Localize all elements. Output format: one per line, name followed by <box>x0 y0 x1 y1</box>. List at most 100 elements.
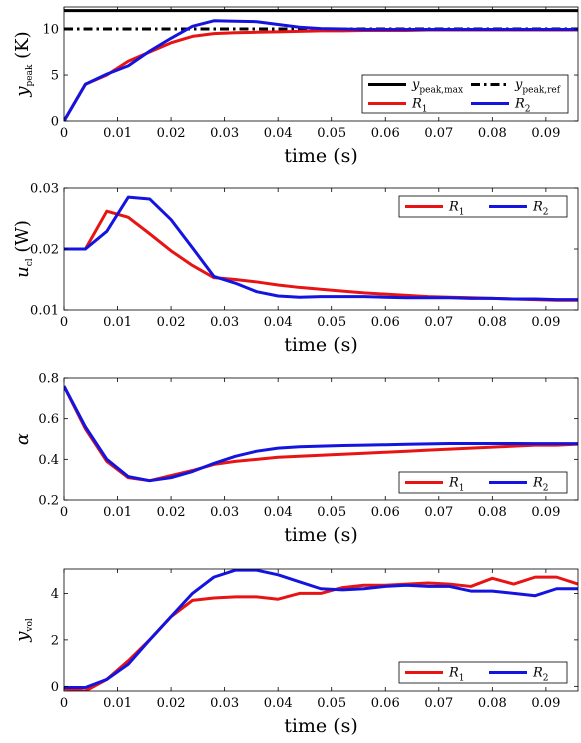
x-tick-label: 0.07 <box>424 315 453 330</box>
y-tick-label: 4 <box>51 587 59 602</box>
svg-text:R1: R1 <box>448 476 465 494</box>
series-line-1 <box>64 385 578 483</box>
y-tick-label: 0.8 <box>38 372 59 387</box>
x-axis-label: time (s) <box>284 145 358 167</box>
x-tick-label: 0.09 <box>531 315 560 330</box>
x-tick-label: 0.02 <box>157 126 186 141</box>
legend: ypeak,maxy_peak,maxR1R_1 ypeak,refy_peak,… <box>361 74 569 115</box>
x-tick-label: 0.02 <box>157 505 186 520</box>
x-tick-label: 0.03 <box>210 696 239 711</box>
legend-entry: R2R_2 <box>532 666 549 684</box>
x-tick-label: 0.01 <box>103 126 132 141</box>
x-tick-label: 0.07 <box>424 696 453 711</box>
y-tick-label: 10 <box>42 23 59 38</box>
svg-text:R1: R1 <box>448 666 465 684</box>
x-tick-label: 0.08 <box>478 126 507 141</box>
x-tick-label: 0.05 <box>317 315 346 330</box>
y-axis-label: αα <box>12 433 33 445</box>
x-tick-label: 0 <box>60 315 68 330</box>
svg-text:ypeak,ref: ypeak,ref <box>514 78 561 96</box>
x-tick-label: 0.05 <box>317 505 346 520</box>
x-tick-label: 0 <box>60 126 68 141</box>
x-tick-label: 0.06 <box>371 315 400 330</box>
chart-panel-1: 0 0.01 0.02 0.03 0.04 0.05 0.06 0.07 0.08 0.09 0 5 1… <box>12 6 579 167</box>
svg-text:ypeak (K): ypeak (K) <box>12 31 35 97</box>
series-line-2 <box>64 195 578 302</box>
legend: R1R_1 R2R_2 <box>398 195 568 218</box>
legend-entry: ypeak,refy_peak,ref <box>514 78 561 96</box>
legend-entry: R1R_1 <box>448 476 465 494</box>
svg-text:R1: R1 <box>411 97 428 115</box>
svg-text:ypeak,max: ypeak,max <box>411 78 463 96</box>
x-tick-label: 0.04 <box>264 126 293 141</box>
svg-text:yvol: yvol <box>12 618 35 643</box>
x-tick-label: 0.08 <box>478 315 507 330</box>
legend: R1R_1 R2R_2 <box>398 661 568 684</box>
svg-text:ucl (W): ucl (W) <box>12 220 35 278</box>
x-tick-label: 0.06 <box>371 505 400 520</box>
x-tick-label: 0.04 <box>264 696 293 711</box>
y-tick-label: 5 <box>51 69 59 84</box>
x-tick-label: 0.04 <box>264 505 293 520</box>
x-tick-label: 0.05 <box>317 696 346 711</box>
series-line-1 <box>64 209 578 302</box>
x-tick-label: 0.08 <box>478 505 507 520</box>
series-line-2 <box>64 385 578 483</box>
plot-frame <box>63 6 579 122</box>
plot-frame <box>63 568 579 692</box>
y-tick-label: 0.2 <box>38 494 59 509</box>
y-tick-label: 0.6 <box>38 412 59 427</box>
svg-text:α: α <box>12 433 33 445</box>
x-tick-label: 0.01 <box>103 505 132 520</box>
x-tick-label: 0.04 <box>264 315 293 330</box>
series-line-2 <box>64 569 578 690</box>
svg-text:R2: R2 <box>514 97 531 115</box>
y-tick-label: 0 <box>51 115 59 130</box>
legend-entry: R1R_1 <box>411 97 428 115</box>
svg-text:R1: R1 <box>448 200 465 218</box>
x-tick-label: 0 <box>60 696 68 711</box>
legend-entry: ypeak,maxy_peak,max <box>411 78 463 96</box>
x-tick-label: 0.06 <box>371 126 400 141</box>
x-tick-label: 0.06 <box>371 696 400 711</box>
legend-entry: R2R_2 <box>532 476 549 494</box>
x-tick-label: 0.07 <box>424 126 453 141</box>
legend-entry: R1R_1 <box>448 200 465 218</box>
x-axis-label: time (s) <box>284 715 358 737</box>
x-tick-label: 0.01 <box>103 696 132 711</box>
plot-frame <box>63 377 579 501</box>
x-tick-label: 0.03 <box>210 315 239 330</box>
y-axis-label: ucl (W)u_cl (W) <box>12 220 35 278</box>
y-tick-label: 0.03 <box>30 182 59 197</box>
y-tick-label: 0.4 <box>38 453 59 468</box>
x-tick-label: 0 <box>60 505 68 520</box>
x-tick-label: 0.09 <box>531 696 560 711</box>
x-tick-label: 0.09 <box>531 126 560 141</box>
x-axis-label: time (s) <box>284 334 358 356</box>
y-tick-label: 0 <box>51 680 59 695</box>
y-tick-label: 0.01 <box>30 304 59 319</box>
x-tick-label: 0.05 <box>317 126 346 141</box>
y-tick-label: 0.02 <box>30 243 59 258</box>
x-tick-label: 0.08 <box>478 696 507 711</box>
svg-text:R2: R2 <box>532 200 549 218</box>
legend-entry: R1R_1 <box>448 666 465 684</box>
x-tick-label: 0.03 <box>210 126 239 141</box>
x-axis-label: time (s) <box>284 524 358 546</box>
legend-entry: R2R_2 <box>532 200 549 218</box>
legend: R1R_1 R2R_2 <box>398 471 568 494</box>
svg-text:R2: R2 <box>532 476 549 494</box>
x-tick-label: 0.02 <box>157 315 186 330</box>
x-tick-label: 0.02 <box>157 696 186 711</box>
y-tick-label: 2 <box>51 633 59 648</box>
y-axis-label: yvoly_vol <box>12 618 35 643</box>
x-tick-label: 0.07 <box>424 505 453 520</box>
y-axis-label: ypeak (K)y_peak (K) <box>12 31 35 97</box>
x-tick-label: 0.09 <box>531 505 560 520</box>
chart-panel-3: 0 0.01 0.02 0.03 0.04 0.05 0.06 0.07 0.08 0.09 0.2… <box>12 372 579 546</box>
x-tick-label: 0.03 <box>210 505 239 520</box>
svg-text:R2: R2 <box>532 666 549 684</box>
legend-entry: R2R_2 <box>514 97 531 115</box>
